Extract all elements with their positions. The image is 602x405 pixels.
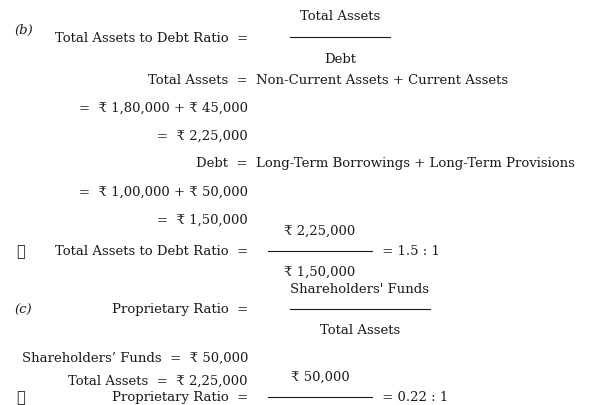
Text: Proprietary Ratio  =: Proprietary Ratio =	[112, 303, 248, 316]
Text: Shareholders' Funds: Shareholders' Funds	[291, 282, 429, 295]
Text: ∴: ∴	[16, 244, 25, 258]
Text: Total Assets: Total Assets	[300, 10, 380, 23]
Text: =  ₹ 2,25,000: = ₹ 2,25,000	[157, 129, 248, 142]
Text: = 1.5 : 1: = 1.5 : 1	[378, 245, 440, 258]
Text: Total Assets  =  ₹ 2,25,000: Total Assets = ₹ 2,25,000	[69, 373, 248, 386]
Text: Debt: Debt	[324, 53, 356, 66]
Text: =  ₹ 1,00,000 + ₹ 50,000: = ₹ 1,00,000 + ₹ 50,000	[79, 185, 248, 198]
Text: ₹ 1,50,000: ₹ 1,50,000	[284, 265, 356, 278]
Text: = 0.22 : 1: = 0.22 : 1	[378, 390, 448, 403]
Text: Total Assets: Total Assets	[320, 323, 400, 336]
Text: (b): (b)	[14, 23, 33, 36]
Text: =  ₹ 1,80,000 + ₹ 45,000: = ₹ 1,80,000 + ₹ 45,000	[79, 101, 248, 114]
Text: ₹ 50,000: ₹ 50,000	[291, 370, 349, 383]
Text: Total Assets to Debt Ratio  =: Total Assets to Debt Ratio =	[55, 32, 248, 45]
Text: Long-Term Borrowings + Long-Term Provisions: Long-Term Borrowings + Long-Term Provisi…	[256, 157, 575, 170]
Text: Non-Current Assets + Current Assets: Non-Current Assets + Current Assets	[256, 73, 508, 86]
Text: ₹ 2,25,000: ₹ 2,25,000	[284, 224, 356, 237]
Text: Shareholders’ Funds  =  ₹ 50,000: Shareholders’ Funds = ₹ 50,000	[22, 351, 248, 364]
Text: Debt  =: Debt =	[196, 157, 248, 170]
Text: Total Assets  =: Total Assets =	[148, 73, 248, 86]
Text: Proprietary Ratio  =: Proprietary Ratio =	[112, 390, 248, 403]
Text: (c): (c)	[14, 303, 32, 316]
Text: Total Assets to Debt Ratio  =: Total Assets to Debt Ratio =	[55, 245, 248, 258]
Text: =  ₹ 1,50,000: = ₹ 1,50,000	[157, 213, 248, 226]
Text: ∴: ∴	[16, 390, 25, 404]
